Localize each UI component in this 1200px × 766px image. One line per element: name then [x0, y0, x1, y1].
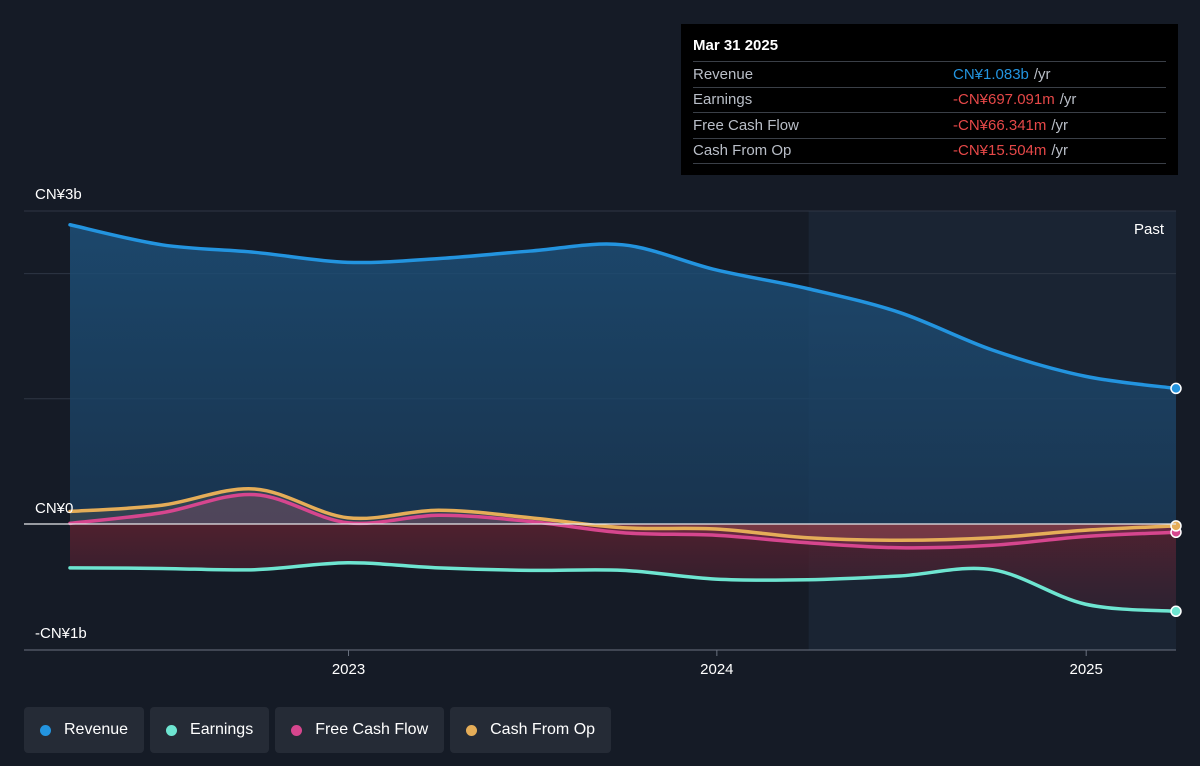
- revenue-dot-icon: [40, 724, 51, 736]
- legend-item-cash-from-op[interactable]: Cash From Op: [450, 707, 612, 753]
- tooltip-unit: /yr: [1051, 116, 1069, 134]
- tooltip: Mar 31 2025 Revenue CN¥1.083b /yr Earnin…: [681, 24, 1178, 175]
- legend: Revenue Earnings Free Cash Flow Cash Fro…: [24, 707, 612, 753]
- cash-from-op-line: [68, 487, 1178, 543]
- revenue-line: [68, 223, 1178, 391]
- legend-item-earnings[interactable]: Earnings: [150, 707, 270, 753]
- earnings-line: [68, 561, 1178, 614]
- revenue-area: [70, 224, 1176, 524]
- cash-from-op-end-marker: [1170, 520, 1182, 532]
- y-tick-label: CN¥3b: [35, 186, 82, 203]
- legend-item-revenue[interactable]: Revenue: [24, 707, 145, 753]
- tooltip-row-free-cash-flow: Free Cash Flow -CN¥66.341m /yr: [693, 112, 1166, 138]
- tooltip-value: -CN¥66.341m: [953, 116, 1047, 134]
- axes: [24, 523, 1176, 656]
- cash-from-op-dot-icon: [466, 724, 478, 736]
- x-tick-label: 2023: [332, 661, 365, 678]
- earnings-area: [70, 524, 1176, 612]
- cash-from-op-area: [70, 488, 1176, 541]
- tooltip-unit: /yr: [1051, 142, 1069, 160]
- legend-label: Revenue: [64, 721, 129, 738]
- legend-label: Earnings: [190, 721, 254, 738]
- past-label: Past: [1134, 221, 1165, 238]
- tooltip-label: Earnings: [693, 91, 753, 109]
- free-cash-flow-area: [70, 494, 1176, 548]
- legend-label: Cash From Op: [490, 721, 596, 738]
- tooltip-label: Cash From Op: [693, 142, 792, 160]
- tooltip-row-earnings: Earnings -CN¥697.091m /yr: [693, 86, 1166, 113]
- series-areas: [70, 224, 1176, 612]
- tooltip-date: Mar 31 2025: [693, 37, 779, 54]
- tooltip-label: Free Cash Flow: [693, 116, 799, 134]
- tooltip-value: CN¥1.083b: [953, 65, 1029, 83]
- axis-labels: CN¥3b CN¥0 -CN¥1b 2023 2024 2025 Past: [35, 186, 1165, 678]
- legend-item-free-cash-flow[interactable]: Free Cash Flow: [275, 707, 445, 753]
- earnings-dot-icon: [166, 724, 178, 736]
- earnings-end-marker: [1170, 605, 1182, 618]
- tooltip-unit: /yr: [1059, 91, 1077, 109]
- tooltip-unit: /yr: [1033, 65, 1051, 83]
- legend-label: Free Cash Flow: [315, 721, 429, 738]
- series-lines: [68, 223, 1178, 614]
- tooltip-row-cash-from-op: Cash From Op -CN¥15.504m /yr: [693, 137, 1166, 164]
- tooltip-value: -CN¥697.091m: [953, 91, 1055, 109]
- free-cash-flow-line: [68, 492, 1178, 550]
- revenue-end-marker: [1170, 382, 1182, 395]
- free-cash-flow-dot-icon: [291, 724, 303, 736]
- series-end-markers: [1170, 382, 1182, 618]
- x-tick-label: 2025: [1070, 661, 1103, 678]
- tooltip-label: Revenue: [693, 65, 754, 83]
- y-tick-label: CN¥0: [35, 500, 73, 517]
- y-tick-label: -CN¥1b: [35, 625, 87, 642]
- tooltip-row-revenue: Revenue CN¥1.083b /yr: [693, 61, 1166, 87]
- chart: CN¥3b CN¥0 -CN¥1b 2023 2024 2025 Past: [24, 186, 1182, 678]
- x-tick-label: 2024: [700, 661, 733, 678]
- tooltip-value: -CN¥15.504m: [953, 142, 1047, 160]
